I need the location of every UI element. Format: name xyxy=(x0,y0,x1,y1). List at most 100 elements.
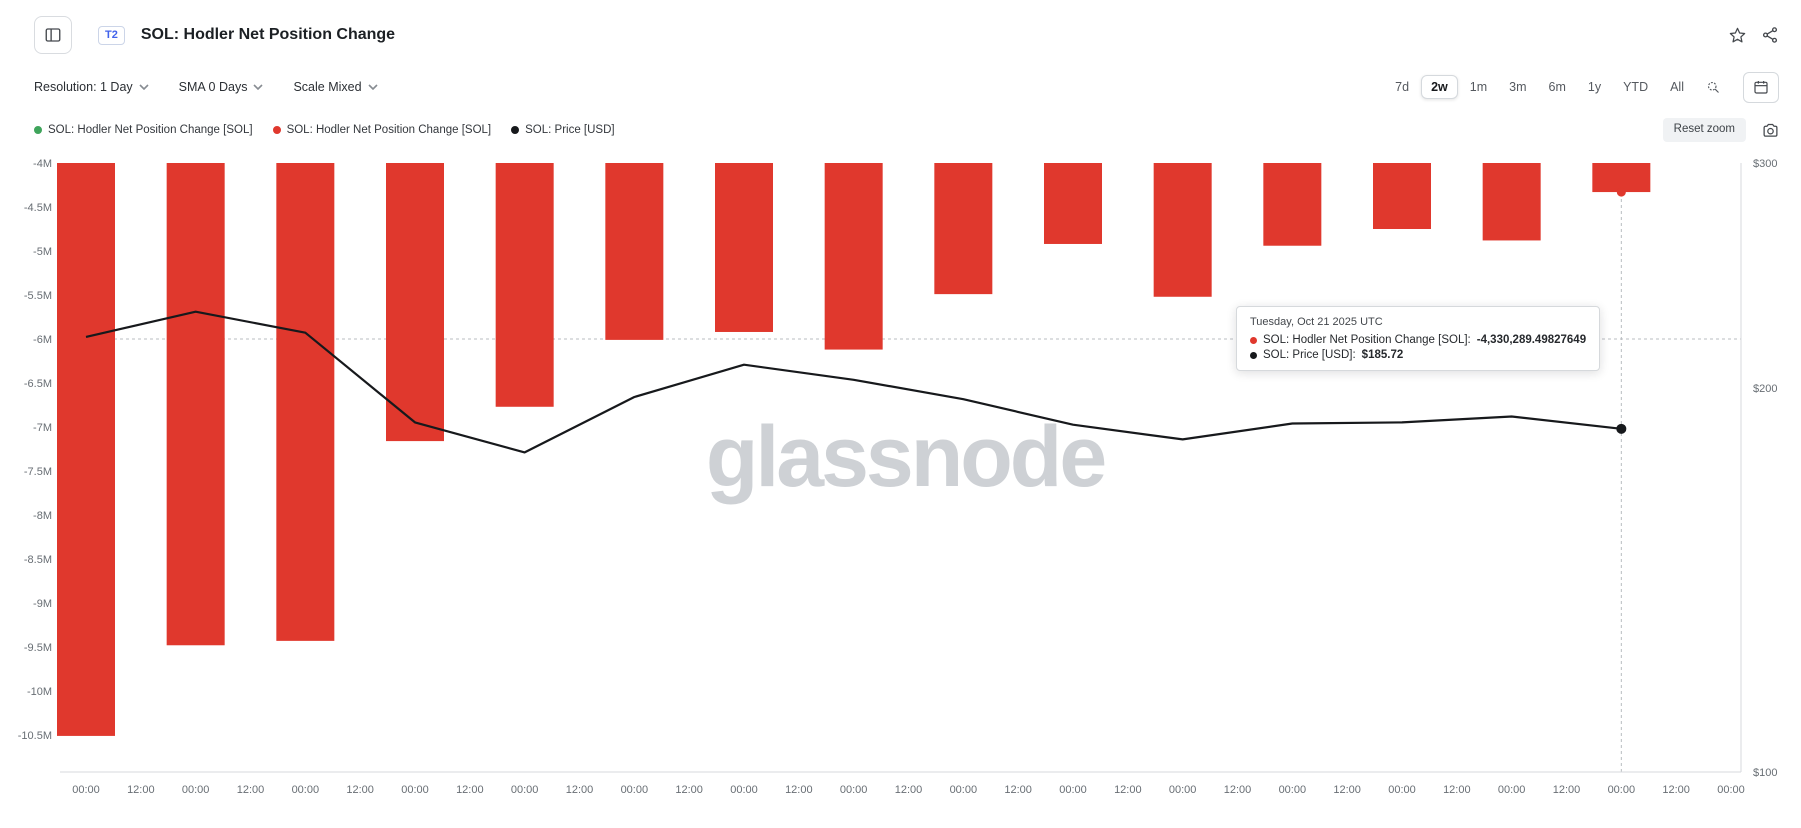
x-axis-tick-label: 00:00 xyxy=(1498,784,1526,796)
net-position-bar[interactable] xyxy=(1153,163,1212,297)
range-1y[interactable]: 1y xyxy=(1578,75,1611,100)
net-position-bar[interactable] xyxy=(276,163,335,641)
resolution-dropdown[interactable]: Resolution: 1 Day xyxy=(34,80,149,94)
net-position-bar[interactable] xyxy=(1263,163,1322,246)
x-axis-tick-label: 00:00 xyxy=(1388,784,1416,796)
left-axis-tick-label: -6M xyxy=(33,334,52,346)
range-selector: 7d 2w 1m 3m 6m 1y YTD All xyxy=(1385,71,1779,103)
net-position-bar[interactable] xyxy=(1482,163,1541,241)
net-position-bar[interactable] xyxy=(934,163,993,295)
tier-badge: T2 xyxy=(98,25,125,45)
left-axis-tick-label: -8M xyxy=(33,510,52,522)
x-axis-tick-label: 00:00 xyxy=(511,784,539,796)
range-3m[interactable]: 3m xyxy=(1499,75,1536,100)
tooltip-date: Tuesday, Oct 21 2025 UTC xyxy=(1250,316,1383,328)
x-axis-tick-label: 12:00 xyxy=(346,784,374,796)
left-axis-tick-label: -6.5M xyxy=(24,378,52,390)
left-axis-tick-label: -8.5M xyxy=(24,554,52,566)
left-axis-tick-label: -10.5M xyxy=(18,730,52,742)
range-1m[interactable]: 1m xyxy=(1460,75,1497,100)
scale-dropdown[interactable]: Scale Mixed xyxy=(293,80,378,94)
legend: SOL: Hodler Net Position Change [SOL] SO… xyxy=(34,124,615,136)
x-axis-tick-label: 00:00 xyxy=(182,784,210,796)
x-axis-tick-label: 00:00 xyxy=(401,784,429,796)
tooltip-row-price: SOL: Price [USD]: $185.72 xyxy=(1250,349,1586,361)
chart-actions: Reset zoom xyxy=(1662,118,1779,142)
range-all[interactable]: All xyxy=(1660,75,1694,100)
zoom-area-button[interactable] xyxy=(1696,74,1731,101)
left-axis-tick-label: -7M xyxy=(33,422,52,434)
tooltip-label: SOL: Hodler Net Position Change [SOL]: xyxy=(1263,334,1471,346)
x-axis-tick-label: 12:00 xyxy=(1553,784,1581,796)
price-hover-marker xyxy=(1616,423,1627,434)
chevron-down-icon xyxy=(367,84,378,90)
sidebar-toggle-button[interactable] xyxy=(34,16,72,54)
sma-dropdown[interactable]: SMA 0 Days xyxy=(179,80,264,94)
x-axis-tick-label: 00:00 xyxy=(1717,784,1745,796)
resolution-label: Resolution: 1 Day xyxy=(34,80,133,94)
net-position-bar[interactable] xyxy=(1044,163,1102,244)
x-axis-tick-label: 12:00 xyxy=(127,784,155,796)
chart-settings: Resolution: 1 Day SMA 0 Days Scale Mixed xyxy=(34,80,378,94)
range-ytd[interactable]: YTD xyxy=(1613,75,1658,100)
net-position-bar[interactable] xyxy=(1592,163,1651,193)
series-dot-black xyxy=(1250,351,1257,359)
net-position-bar[interactable] xyxy=(166,163,225,646)
x-axis-tick-label: 00:00 xyxy=(1608,784,1636,796)
page-title: SOL: Hodler Net Position Change xyxy=(140,26,396,43)
favorite-button[interactable] xyxy=(1728,25,1747,45)
legend-item-hodler-negative[interactable]: SOL: Hodler Net Position Change [SOL] xyxy=(272,124,492,136)
camera-icon xyxy=(1762,122,1779,139)
x-axis-tick-label: 00:00 xyxy=(1059,784,1087,796)
x-axis-tick-label: 00:00 xyxy=(1279,784,1307,796)
x-axis-tick-label: 12:00 xyxy=(675,784,703,796)
legend-item-price[interactable]: SOL: Price [USD] xyxy=(511,124,615,136)
x-axis-tick-label: 12:00 xyxy=(456,784,484,796)
series-dot-red xyxy=(1250,336,1257,344)
range-6m[interactable]: 6m xyxy=(1539,75,1576,100)
price-line[interactable] xyxy=(85,310,1622,454)
x-axis-tick-label: 12:00 xyxy=(566,784,594,796)
legend-dot-green xyxy=(34,126,42,134)
legend-label: SOL: Hodler Net Position Change [SOL] xyxy=(48,124,253,136)
net-position-bar[interactable] xyxy=(495,163,554,407)
net-position-bar[interactable] xyxy=(386,163,444,442)
chart-toolbar: Resolution: 1 Day SMA 0 Days Scale Mixed… xyxy=(34,70,1779,104)
header-actions xyxy=(1728,25,1779,45)
range-2w[interactable]: 2w xyxy=(1421,74,1458,100)
glassnode-watermark: glassnode xyxy=(706,409,1105,505)
legend-dot-red xyxy=(272,126,281,134)
zoom-area-icon xyxy=(1706,80,1721,95)
screenshot-button[interactable] xyxy=(1762,121,1779,139)
star-icon xyxy=(1728,26,1747,45)
net-position-bar[interactable] xyxy=(605,163,664,340)
x-axis-tick-label: 00:00 xyxy=(950,784,978,796)
date-picker-button[interactable] xyxy=(1743,71,1779,103)
net-position-bar[interactable] xyxy=(824,163,883,350)
x-axis-tick-label: 00:00 xyxy=(292,784,320,796)
legend-item-hodler-positive[interactable]: SOL: Hodler Net Position Change [SOL] xyxy=(34,124,253,136)
x-axis-tick-label: 12:00 xyxy=(785,784,813,796)
legend-label: SOL: Hodler Net Position Change [SOL] xyxy=(286,124,492,136)
sma-label: SMA 0 Days xyxy=(178,80,248,94)
tooltip-value: $185.72 xyxy=(1361,349,1404,361)
left-axis-tick-label: -4M xyxy=(33,158,52,170)
x-axis-tick-label: 12:00 xyxy=(1224,784,1252,796)
net-position-bar[interactable] xyxy=(1373,163,1431,230)
x-axis-tick-label: 00:00 xyxy=(1169,784,1197,796)
chevron-down-icon xyxy=(253,84,264,90)
net-position-bar[interactable] xyxy=(715,163,773,332)
share-button[interactable] xyxy=(1761,26,1779,44)
left-axis-tick-label: -5.5M xyxy=(24,290,52,302)
chart-tooltip: Tuesday, Oct 21 2025 UTC SOL: Hodler Net… xyxy=(1236,306,1601,371)
x-axis-tick-label: 00:00 xyxy=(72,784,100,796)
left-axis-tick-label: -4.5M xyxy=(24,202,52,214)
x-axis-tick-label: 12:00 xyxy=(1333,784,1361,796)
left-axis-tick-label: -7.5M xyxy=(24,466,52,478)
legend-bar: SOL: Hodler Net Position Change [SOL] SO… xyxy=(34,118,1779,142)
chevron-down-icon xyxy=(139,84,149,90)
net-position-bar[interactable] xyxy=(57,163,115,736)
range-7d[interactable]: 7d xyxy=(1385,75,1419,100)
reset-zoom-button[interactable]: Reset zoom xyxy=(1662,118,1746,142)
